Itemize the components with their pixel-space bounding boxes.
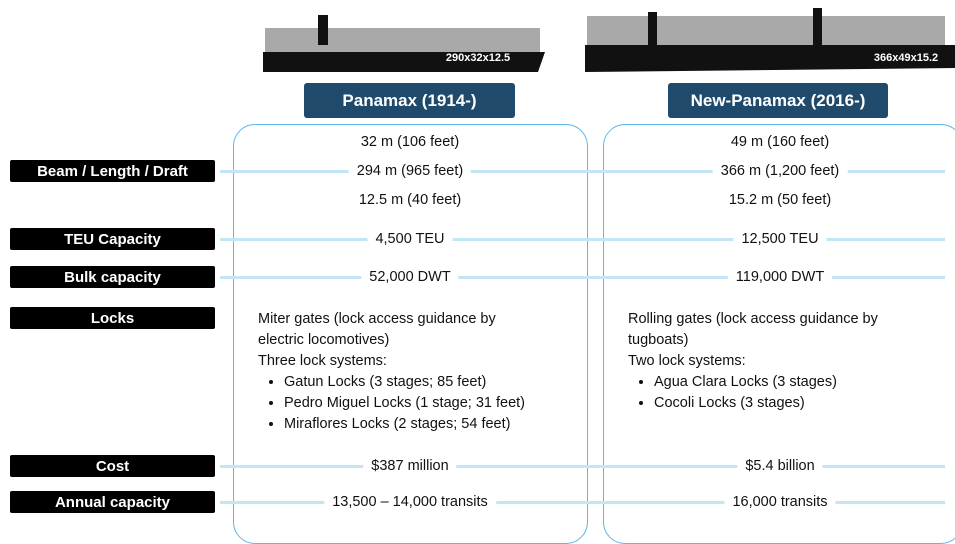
locks-item: Cocoli Locks (3 stages): [654, 393, 913, 414]
row-label: Cost: [10, 455, 215, 477]
cell-value: 12,500 TEU: [733, 231, 826, 247]
ship-tower: [648, 12, 657, 45]
row-label: Annual capacity: [10, 491, 215, 513]
cell-value: 12.5 m (40 feet): [351, 192, 469, 208]
row-label: Bulk capacity: [10, 266, 215, 288]
row-rule: [220, 238, 945, 241]
locks-item: Gatun Locks (3 stages; 85 feet): [284, 372, 543, 393]
cell-value: $387 million: [363, 458, 456, 474]
locks-list: Gatun Locks (3 stages; 85 feet)Pedro Mig…: [258, 372, 543, 435]
ship-dims: 366x49x15.2: [874, 52, 938, 64]
locks-text: Rolling gates (lock access guidance by t…: [628, 309, 913, 351]
locks-item: Pedro Miguel Locks (1 stage; 31 feet): [284, 393, 543, 414]
ship-silhouettes: [0, 0, 955, 80]
ship-deck: [265, 28, 540, 55]
ship-class-title: New-Panamax (2016-): [668, 83, 888, 118]
locks-item: Agua Clara Locks (3 stages): [654, 372, 913, 393]
row-rule: [220, 465, 945, 468]
cell-value: 16,000 transits: [724, 494, 835, 510]
ship-tower: [318, 15, 328, 45]
locks-text: Miter gates (lock access guidance by ele…: [258, 309, 543, 351]
cell-value: 49 m (160 feet): [723, 134, 837, 150]
ship-class-title: Panamax (1914-): [304, 83, 515, 118]
cell-value: 366 m (1,200 feet): [713, 163, 848, 179]
cell-value: 15.2 m (50 feet): [721, 192, 839, 208]
row-label: TEU Capacity: [10, 228, 215, 250]
cell-value: 294 m (965 feet): [349, 163, 471, 179]
locks-list: Agua Clara Locks (3 stages)Cocoli Locks …: [628, 372, 913, 414]
cell-value: 119,000 DWT: [728, 269, 832, 285]
locks-text: Three lock systems:: [258, 351, 543, 372]
locks-description: Rolling gates (lock access guidance by t…: [628, 309, 913, 414]
page: 290x32x12.5 Panamax (1914-) 366x49x15.2 New…: [0, 0, 955, 520]
ship-deck: [587, 16, 945, 45]
cell-value: $5.4 billion: [737, 458, 822, 474]
cell-value: 32 m (106 feet): [353, 134, 467, 150]
locks-text: Two lock systems:: [628, 351, 913, 372]
locks-item: Miraflores Locks (2 stages; 54 feet): [284, 414, 543, 435]
row-rule: [220, 276, 945, 279]
row-label: Locks: [10, 307, 215, 329]
cell-value: 52,000 DWT: [361, 269, 458, 285]
ship-dims: 290x32x12.5: [446, 52, 510, 64]
cell-value: 13,500 – 14,000 transits: [324, 494, 496, 510]
row-label: Beam / Length / Draft: [10, 160, 215, 182]
locks-description: Miter gates (lock access guidance by ele…: [258, 309, 543, 435]
ship-tower: [813, 8, 822, 45]
cell-value: 4,500 TEU: [367, 231, 452, 247]
